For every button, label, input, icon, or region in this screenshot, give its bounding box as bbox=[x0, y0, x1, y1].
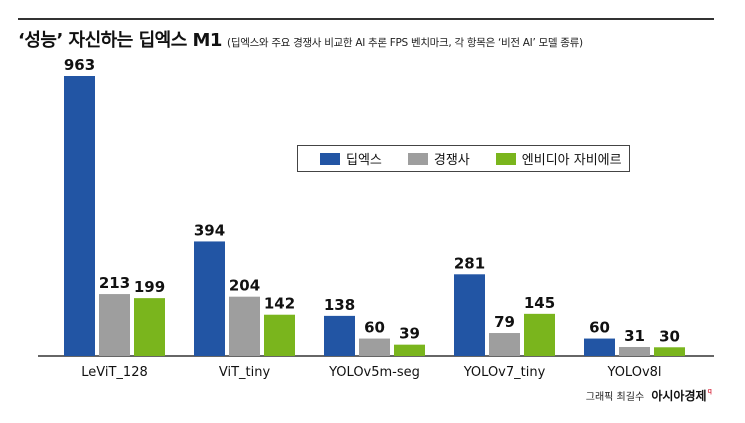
data-label-2-4: 79 bbox=[494, 313, 515, 331]
legend: 딥엑스 경쟁사 엔비디아 자비에르 bbox=[297, 145, 630, 172]
legend-item-1: 딥엑스 bbox=[320, 149, 382, 168]
category-label-5: YOLOv8l bbox=[606, 365, 661, 380]
legend-label-3: 엔비디아 자비에르 bbox=[521, 153, 622, 168]
data-label-1-4: 281 bbox=[454, 254, 485, 272]
category-label-3: YOLOv5m-seg bbox=[328, 365, 420, 380]
bar-1-2 bbox=[194, 241, 225, 356]
bar-2-3 bbox=[359, 338, 390, 356]
bar-1-1 bbox=[64, 76, 95, 356]
legend-swatch-1 bbox=[320, 152, 340, 165]
legend-swatch-3 bbox=[495, 152, 516, 165]
data-label-2-1: 213 bbox=[99, 274, 130, 292]
bar-2-5 bbox=[619, 346, 650, 356]
data-label-3-1: 199 bbox=[134, 278, 165, 296]
data-label-2-5: 31 bbox=[624, 327, 645, 345]
data-label-1-1: 963 bbox=[64, 56, 95, 74]
chart-title: ‘성능’ 자신하는 딥엑스 M1 bbox=[18, 30, 222, 51]
credit: 그래픽 최길수 아시아경제q bbox=[586, 387, 712, 404]
bar-3-1 bbox=[134, 298, 165, 356]
data-label-1-3: 138 bbox=[324, 296, 355, 314]
bar-3-3 bbox=[394, 344, 425, 356]
data-label-2-2: 204 bbox=[229, 277, 260, 295]
legend-item-3: 엔비디아 자비에르 bbox=[495, 149, 622, 168]
title-block: ‘성능’ 자신하는 딥엑스 M1 (딥엑스와 주요 경쟁사 비교한 AI 추론 … bbox=[18, 26, 583, 52]
bar-1-4 bbox=[454, 274, 485, 356]
bar-2-2 bbox=[229, 296, 260, 356]
credit-brand-mark: q bbox=[707, 387, 712, 395]
data-label-3-3: 39 bbox=[399, 325, 420, 343]
bar-3-5 bbox=[654, 347, 685, 356]
bar-2-1 bbox=[99, 294, 130, 356]
category-label-1: LeViT_128 bbox=[81, 365, 148, 380]
bar-1-3 bbox=[324, 315, 355, 356]
category-label-2: ViT_tiny bbox=[219, 365, 271, 380]
data-label-1-5: 60 bbox=[589, 319, 610, 337]
legend-swatch-2 bbox=[407, 152, 428, 165]
legend-label-1: 딥엑스 bbox=[346, 153, 382, 168]
bar-2-4 bbox=[489, 333, 520, 356]
credit-brand: 아시아경제 bbox=[651, 389, 707, 403]
chart-subtitle: (딥엑스와 주요 경쟁사 비교한 AI 추론 FPS 벤치마크, 각 항목은 ‘… bbox=[227, 37, 583, 49]
data-label-3-4: 145 bbox=[524, 294, 555, 312]
bar-3-4 bbox=[524, 313, 555, 356]
data-label-1-2: 394 bbox=[194, 221, 225, 239]
credit-label: 그래픽 최길수 bbox=[585, 392, 645, 403]
legend-item-2: 경쟁사 bbox=[407, 149, 470, 168]
bar-1-5 bbox=[584, 338, 615, 356]
data-label-3-5: 30 bbox=[659, 327, 680, 345]
category-label-4: YOLOv7_tiny bbox=[463, 365, 546, 380]
data-label-2-3: 60 bbox=[364, 319, 385, 337]
legend-label-2: 경쟁사 bbox=[433, 153, 470, 168]
data-label-3-2: 142 bbox=[264, 295, 295, 313]
top-rule bbox=[18, 18, 714, 20]
bar-3-2 bbox=[264, 314, 295, 356]
